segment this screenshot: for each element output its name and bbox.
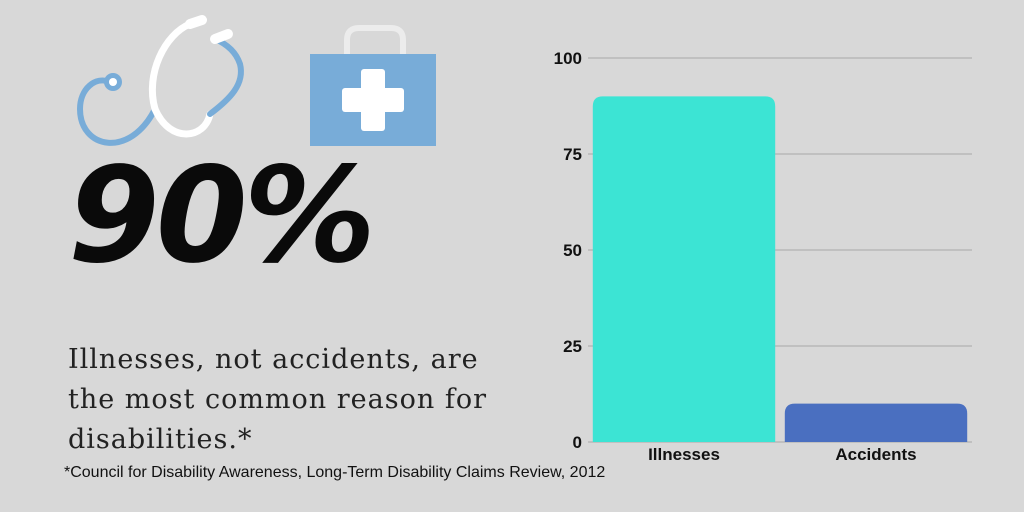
y-tick-label: 75 xyxy=(563,145,582,164)
headline-value: 90% xyxy=(68,139,376,293)
stethoscope-icon xyxy=(76,15,244,146)
y-tick-label: 0 xyxy=(573,433,582,452)
y-tick-label: 25 xyxy=(563,337,582,356)
chart-bars xyxy=(592,96,968,443)
y-axis-ticks: 0 25 50 75 100 xyxy=(554,49,582,452)
source-footnote: *Council for Disability Awareness, Long-… xyxy=(64,464,606,481)
y-tick-label: 100 xyxy=(554,49,582,68)
bar-chart: 0 25 50 75 100 Illnesses Accidents xyxy=(554,49,972,464)
bar-accidents xyxy=(784,403,968,442)
x-tick-label: Illnesses xyxy=(648,445,720,464)
medical-kit-icon xyxy=(310,25,436,146)
x-tick-label: Accidents xyxy=(835,445,916,464)
y-tick-label: 50 xyxy=(563,241,582,260)
bar-illnesses xyxy=(592,96,776,443)
headline-text: Illnesses, not accidents, are the most c… xyxy=(68,344,487,455)
x-axis-labels: Illnesses Accidents xyxy=(648,445,917,464)
